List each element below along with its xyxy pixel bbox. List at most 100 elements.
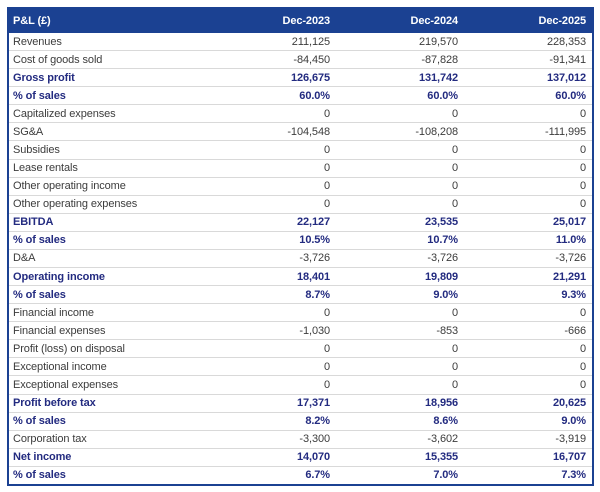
value-cell: 0 — [323, 198, 330, 211]
row-label: Subsidies — [13, 144, 60, 156]
row-label: Lease rentals — [13, 162, 78, 175]
column-header-dec-2025: Dec-2025 — [538, 15, 586, 27]
value-cell: 0 — [451, 342, 458, 355]
value-cell: 0 — [579, 360, 586, 373]
value-cell: 0 — [579, 379, 586, 392]
value-cell: 60.0% — [299, 89, 330, 102]
row-label: Cost of goods sold — [13, 53, 103, 66]
table-row: Other operating income 0 0 0 — [9, 178, 592, 196]
value-cell: 131,742 — [418, 71, 458, 84]
value-cell: 8.2% — [305, 415, 330, 428]
value-cell: 9.0% — [561, 415, 586, 428]
value-cell: 0 — [451, 360, 458, 373]
table-title: P&L (£) — [13, 15, 51, 27]
table-row: Financial income 0 0 0 — [9, 304, 592, 323]
row-label: Operating income — [13, 270, 105, 283]
value-cell: 25,017 — [552, 216, 586, 229]
value-cell: 0 — [451, 306, 458, 319]
value-cell: 0 — [451, 144, 458, 156]
row-label: % of sales — [13, 288, 66, 301]
row-label: Other operating expenses — [13, 198, 138, 211]
value-cell: -853 — [436, 324, 458, 337]
table-row: Net income 14,070 15,355 16,707 — [9, 449, 592, 467]
table-row: % of sales 8.2% 8.6% 9.0% — [9, 413, 592, 431]
value-cell: 0 — [451, 198, 458, 211]
value-cell: 0 — [323, 342, 330, 355]
value-cell: -3,602 — [427, 433, 458, 446]
value-cell: 10.7% — [427, 234, 458, 247]
value-cell: 20,625 — [552, 397, 586, 410]
value-cell: 0 — [323, 162, 330, 175]
row-label: SG&A — [13, 125, 44, 138]
table-row: D&A -3,726 -3,726 -3,726 — [9, 250, 592, 269]
table-row: Other operating expenses 0 0 0 — [9, 196, 592, 214]
column-header-dec-2023: Dec-2023 — [282, 15, 330, 27]
value-cell: -104,548 — [287, 125, 330, 138]
row-label: % of sales — [13, 234, 66, 247]
value-cell: -3,919 — [555, 433, 586, 446]
value-cell: 10.5% — [299, 234, 330, 247]
value-cell: 0 — [323, 379, 330, 392]
table-row: Subsidies 0 0 0 — [9, 141, 592, 160]
value-cell: 137,012 — [546, 71, 586, 84]
table-header: P&L (£) Dec-2023 Dec-2024 Dec-2025 — [9, 9, 592, 33]
value-cell: 60.0% — [555, 89, 586, 102]
value-cell: 228,353 — [546, 35, 586, 48]
value-cell: 0 — [579, 180, 586, 193]
table-row: Gross profit 126,675 131,742 137,012 — [9, 69, 592, 88]
value-cell: 18,401 — [296, 270, 330, 283]
value-cell: 0 — [323, 180, 330, 193]
value-cell: 0 — [451, 107, 458, 120]
row-label: Financial expenses — [13, 324, 106, 337]
row-label: Corporation tax — [13, 433, 87, 446]
value-cell: 15,355 — [424, 451, 458, 464]
value-cell: -91,341 — [549, 53, 586, 66]
row-label: % of sales — [13, 469, 66, 482]
row-label: Other operating income — [13, 180, 126, 193]
table-row: Profit (loss) on disposal 0 0 0 — [9, 340, 592, 359]
table-row: SG&A -104,548 -108,208 -111,995 — [9, 123, 592, 142]
value-cell: 60.0% — [427, 89, 458, 102]
value-cell: 8.6% — [433, 415, 458, 428]
value-cell: -87,828 — [421, 53, 458, 66]
row-label: Capitalized expenses — [13, 107, 116, 120]
value-cell: 0 — [579, 144, 586, 156]
row-label: Revenues — [13, 35, 62, 48]
table-row: Cost of goods sold -84,450 -87,828 -91,341 — [9, 51, 592, 70]
value-cell: 0 — [323, 144, 330, 156]
value-cell: 211,125 — [291, 35, 330, 48]
value-cell: 22,127 — [296, 216, 330, 229]
row-label: Net income — [13, 451, 72, 464]
table-row: EBITDA 22,127 23,535 25,017 — [9, 214, 592, 232]
value-cell: 8.7% — [305, 288, 330, 301]
value-cell: 14,070 — [296, 451, 330, 464]
value-cell: -3,726 — [427, 252, 458, 265]
row-label: Profit (loss) on disposal — [13, 342, 125, 355]
value-cell: -3,726 — [555, 252, 586, 265]
value-cell: -3,300 — [299, 433, 330, 446]
value-cell: 0 — [323, 360, 330, 373]
table-row: Lease rentals 0 0 0 — [9, 160, 592, 178]
table-body: Revenues 211,125 219,570 228,353 Cost of goo… — [9, 33, 592, 484]
value-cell: 16,707 — [552, 451, 586, 464]
value-cell: -108,208 — [415, 125, 458, 138]
value-cell: 18,956 — [424, 397, 458, 410]
table-row: % of sales 6.7% 7.0% 7.3% — [9, 467, 592, 484]
row-label: EBITDA — [13, 216, 54, 229]
row-label: Profit before tax — [13, 397, 96, 410]
value-cell: -3,726 — [299, 252, 330, 265]
value-cell: 126,675 — [290, 71, 330, 84]
value-cell: 19,809 — [424, 270, 458, 283]
value-cell: 11.0% — [555, 234, 586, 247]
table-row: % of sales 60.0% 60.0% 60.0% — [9, 87, 592, 106]
value-cell: 0 — [579, 198, 586, 211]
table-row: Financial expenses -1,030 -853 -666 — [9, 322, 592, 341]
value-cell: 0 — [579, 342, 586, 355]
column-header-dec-2024: Dec-2024 — [410, 15, 458, 27]
value-cell: 17,371 — [296, 397, 330, 410]
value-cell: 0 — [323, 107, 330, 120]
table-row: Capitalized expenses 0 0 0 — [9, 105, 592, 124]
value-cell: 6.7% — [305, 469, 330, 482]
table-row: Revenues 211,125 219,570 228,353 — [9, 33, 592, 52]
